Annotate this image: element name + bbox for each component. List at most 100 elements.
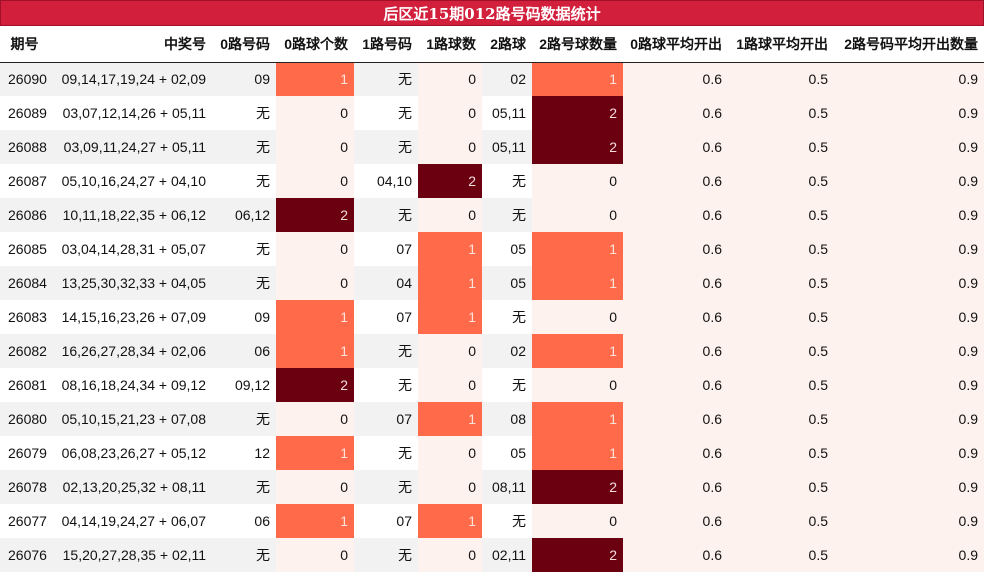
cell-road0-numbers: 09 <box>212 300 276 334</box>
cell-road2-numbers: 无 <box>482 164 532 198</box>
cell-road2-avg: 0.9 <box>834 436 984 470</box>
cell-road0-numbers: 无 <box>212 402 276 436</box>
cell-issue: 26083 <box>0 300 55 334</box>
cell-road2-avg: 0.9 <box>834 232 984 266</box>
cell-winning-numbers: 06,08,23,26,27 + 05,12 <box>55 436 212 470</box>
table-body: 26090 09,14,17,19,24 + 02,09 09 1 无 0 02 1 0.6 0.… <box>0 62 984 572</box>
cell-road0-avg: 0.6 <box>623 130 728 164</box>
table-row: 26087 05,10,16,24,27 + 04,10 无 0 04,10 2 无 0 0.6… <box>0 164 984 198</box>
cell-issue: 26080 <box>0 402 55 436</box>
cell-road1-count: 1 <box>418 232 482 266</box>
table-row: 26090 09,14,17,19,24 + 02,09 09 1 无 0 02 1 0.6 0.… <box>0 62 984 96</box>
cell-road1-avg: 0.5 <box>728 62 834 96</box>
cell-road2-numbers: 02,11 <box>482 538 532 572</box>
cell-road2-avg: 0.9 <box>834 504 984 538</box>
cell-road2-numbers: 无 <box>482 300 532 334</box>
cell-issue: 26077 <box>0 504 55 538</box>
cell-road2-avg: 0.9 <box>834 538 984 572</box>
cell-road2-count: 0 <box>532 504 623 538</box>
cell-road2-count: 2 <box>532 130 623 164</box>
cell-winning-numbers: 10,11,18,22,35 + 06,12 <box>55 198 212 232</box>
cell-issue: 26078 <box>0 470 55 504</box>
cell-road0-count: 0 <box>276 96 354 130</box>
header-road2-avg: 2路号码平均开出数量 <box>834 26 984 63</box>
cell-road2-numbers: 无 <box>482 198 532 232</box>
stats-table: 期号 中奖号 0路号码 0路球个数 1路号码 1路球数 2路球 2路号球数量 0… <box>0 26 984 572</box>
cell-road2-count: 2 <box>532 470 623 504</box>
cell-road2-numbers: 02 <box>482 62 532 96</box>
cell-road1-avg: 0.5 <box>728 164 834 198</box>
cell-road0-avg: 0.6 <box>623 300 728 334</box>
cell-road1-count: 0 <box>418 198 482 232</box>
cell-road1-avg: 0.5 <box>728 470 834 504</box>
cell-road0-numbers: 无 <box>212 164 276 198</box>
table-row: 26089 03,07,12,14,26 + 05,11 无 0 无 0 05,11 2 0.6… <box>0 96 984 130</box>
cell-road0-avg: 0.6 <box>623 436 728 470</box>
table-title: 后区近15期012路号码数据统计 <box>0 0 984 26</box>
cell-road0-avg: 0.6 <box>623 538 728 572</box>
cell-winning-numbers: 09,14,17,19,24 + 02,09 <box>55 62 212 96</box>
cell-road0-count: 0 <box>276 402 354 436</box>
cell-winning-numbers: 05,10,16,24,27 + 04,10 <box>55 164 212 198</box>
cell-issue: 26084 <box>0 266 55 300</box>
header-road1-avg: 1路球平均开出 <box>728 26 834 63</box>
cell-road2-numbers: 05,11 <box>482 130 532 164</box>
cell-road0-avg: 0.6 <box>623 164 728 198</box>
cell-road1-numbers: 07 <box>354 300 418 334</box>
cell-road2-count: 1 <box>532 266 623 300</box>
cell-road2-numbers: 05,11 <box>482 96 532 130</box>
cell-road1-avg: 0.5 <box>728 504 834 538</box>
cell-road0-avg: 0.6 <box>623 198 728 232</box>
cell-road2-count: 0 <box>532 164 623 198</box>
cell-winning-numbers: 08,16,18,24,34 + 09,12 <box>55 368 212 402</box>
cell-road2-count: 1 <box>532 436 623 470</box>
cell-road0-count: 1 <box>276 62 354 96</box>
cell-road1-numbers: 04,10 <box>354 164 418 198</box>
cell-winning-numbers: 05,10,15,21,23 + 07,08 <box>55 402 212 436</box>
cell-road1-avg: 0.5 <box>728 368 834 402</box>
cell-road2-count: 1 <box>532 334 623 368</box>
cell-road1-count: 0 <box>418 130 482 164</box>
cell-road0-numbers: 无 <box>212 96 276 130</box>
cell-road0-avg: 0.6 <box>623 334 728 368</box>
cell-road0-numbers: 06,12 <box>212 198 276 232</box>
header-road2-numbers: 2路球 <box>482 26 532 63</box>
cell-road2-numbers: 08 <box>482 402 532 436</box>
cell-road0-avg: 0.6 <box>623 266 728 300</box>
cell-issue: 26089 <box>0 96 55 130</box>
cell-issue: 26088 <box>0 130 55 164</box>
header-road2-count: 2路号球数量 <box>532 26 623 63</box>
table-row: 26082 16,26,27,28,34 + 02,06 06 1 无 0 02 1 0.6 0.… <box>0 334 984 368</box>
cell-issue: 26090 <box>0 62 55 96</box>
cell-road1-numbers: 无 <box>354 334 418 368</box>
cell-road2-count: 1 <box>532 232 623 266</box>
cell-issue: 26087 <box>0 164 55 198</box>
cell-road1-count: 1 <box>418 402 482 436</box>
cell-road1-count: 0 <box>418 538 482 572</box>
cell-issue: 26076 <box>0 538 55 572</box>
cell-road2-count: 2 <box>532 96 623 130</box>
cell-road1-count: 0 <box>418 470 482 504</box>
cell-road1-count: 0 <box>418 334 482 368</box>
header-issue: 期号 <box>0 26 55 63</box>
cell-road1-numbers: 04 <box>354 266 418 300</box>
cell-road2-numbers: 02 <box>482 334 532 368</box>
cell-road1-count: 0 <box>418 96 482 130</box>
cell-road0-numbers: 06 <box>212 334 276 368</box>
cell-road1-avg: 0.5 <box>728 402 834 436</box>
cell-road1-numbers: 无 <box>354 198 418 232</box>
cell-road0-avg: 0.6 <box>623 232 728 266</box>
cell-road0-count: 0 <box>276 538 354 572</box>
cell-road0-numbers: 06 <box>212 504 276 538</box>
cell-road2-numbers: 无 <box>482 368 532 402</box>
cell-road0-count: 1 <box>276 436 354 470</box>
header-row: 期号 中奖号 0路号码 0路球个数 1路号码 1路球数 2路球 2路号球数量 0… <box>0 26 984 63</box>
cell-road2-count: 0 <box>532 198 623 232</box>
cell-road2-numbers: 05 <box>482 232 532 266</box>
cell-issue: 26085 <box>0 232 55 266</box>
cell-road2-avg: 0.9 <box>834 334 984 368</box>
cell-road2-avg: 0.9 <box>834 300 984 334</box>
cell-road2-count: 1 <box>532 62 623 96</box>
table-row: 26086 10,11,18,22,35 + 06,12 06,12 2 无 0 无 0 0.6… <box>0 198 984 232</box>
header-road0-count: 0路球个数 <box>276 26 354 63</box>
